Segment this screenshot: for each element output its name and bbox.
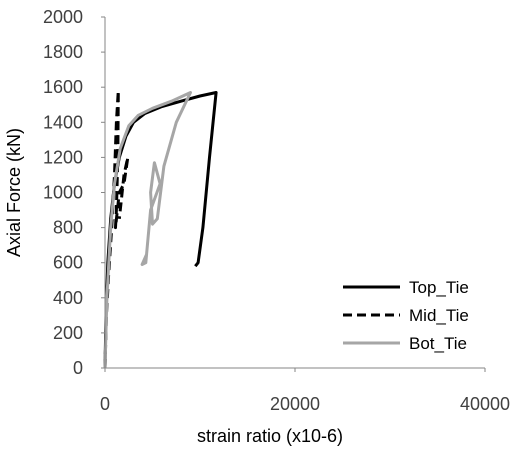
y-tick-label: 1200 xyxy=(43,147,83,167)
x-tick-label: 20000 xyxy=(270,394,320,414)
y-tick-label: 1600 xyxy=(43,77,83,97)
y-tick-label: 400 xyxy=(53,288,83,308)
y-tick-label: 600 xyxy=(53,253,83,273)
legend: Top_Tie Mid_Tie Bot_Tie xyxy=(343,278,469,353)
y-tick-label: 1800 xyxy=(43,42,83,62)
series-line-mid-tie xyxy=(103,89,130,369)
series-line-bot-tie xyxy=(103,91,192,369)
y-tick-label: 800 xyxy=(53,218,83,238)
y-tick-label: 1000 xyxy=(43,183,83,203)
x-tick-label: 0 xyxy=(100,394,110,414)
series-line-top-tie xyxy=(103,91,218,369)
legend-label: Bot_Tie xyxy=(409,334,467,353)
y-tick-label: 200 xyxy=(53,323,83,343)
x-tick-label: 40000 xyxy=(460,394,510,414)
y-tick-label: 0 xyxy=(73,358,83,378)
y-axis-title: Axial Force (kN) xyxy=(4,128,24,257)
legend-label: Mid_Tie xyxy=(409,306,469,325)
y-tick-label: 2000 xyxy=(43,7,83,27)
y-tick-label: 1400 xyxy=(43,112,83,132)
legend-label: Top_Tie xyxy=(409,278,469,297)
plot-area xyxy=(103,89,218,369)
x-axis-title: strain ratio (x10-6) xyxy=(197,426,343,446)
